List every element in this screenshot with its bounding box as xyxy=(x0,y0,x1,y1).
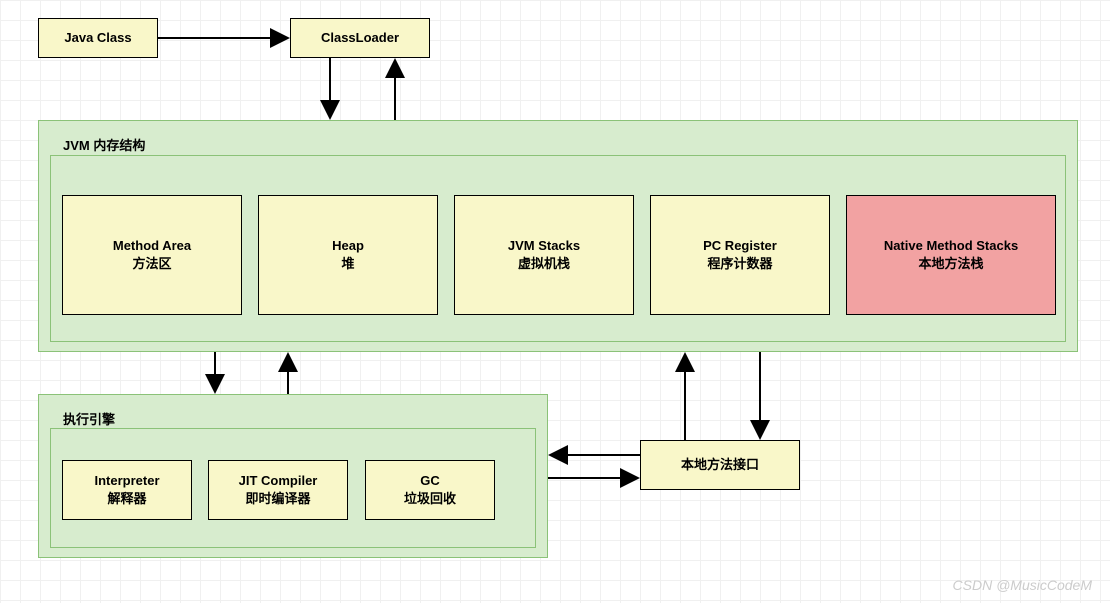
node-line1: Method Area xyxy=(113,237,191,255)
node-line1: Heap xyxy=(332,237,364,255)
node-label: Java Class xyxy=(64,29,131,47)
node-line1: JIT Compiler xyxy=(239,472,318,490)
node-native-method-stacks: Native Method Stacks 本地方法栈 xyxy=(846,195,1056,315)
node-gc: GC 垃圾回收 xyxy=(365,460,495,520)
node-heap: Heap 堆 xyxy=(258,195,438,315)
node-line2: 程序计数器 xyxy=(707,255,772,273)
watermark: CSDN @MusicCodeM xyxy=(953,577,1092,593)
node-line1: PC Register xyxy=(703,237,777,255)
node-line2: 垃圾回收 xyxy=(404,490,456,508)
node-line2: 方法区 xyxy=(132,255,171,273)
jvm-memory-title: JVM 内存结构 xyxy=(63,135,145,154)
node-interpreter: Interpreter 解释器 xyxy=(62,460,192,520)
node-label: 本地方法接口 xyxy=(681,456,759,474)
node-line2: 即时编译器 xyxy=(245,490,310,508)
node-line2: 虚拟机栈 xyxy=(518,255,570,273)
node-method-area: Method Area 方法区 xyxy=(62,195,242,315)
node-line2: 本地方法栈 xyxy=(918,255,983,273)
node-jvm-stacks: JVM Stacks 虚拟机栈 xyxy=(454,195,634,315)
node-line1: Native Method Stacks xyxy=(884,237,1018,255)
exec-engine-title: 执行引擎 xyxy=(63,409,115,428)
node-line2: 堆 xyxy=(341,255,354,273)
node-label: ClassLoader xyxy=(321,29,399,47)
node-native-interface: 本地方法接口 xyxy=(640,440,800,490)
node-line1: Interpreter xyxy=(94,472,159,490)
node-java-class: Java Class xyxy=(38,18,158,58)
node-line2: 解释器 xyxy=(107,490,146,508)
node-jit-compiler: JIT Compiler 即时编译器 xyxy=(208,460,348,520)
node-line1: JVM Stacks xyxy=(508,237,580,255)
node-pc-register: PC Register 程序计数器 xyxy=(650,195,830,315)
node-line1: GC xyxy=(420,472,440,490)
node-class-loader: ClassLoader xyxy=(290,18,430,58)
